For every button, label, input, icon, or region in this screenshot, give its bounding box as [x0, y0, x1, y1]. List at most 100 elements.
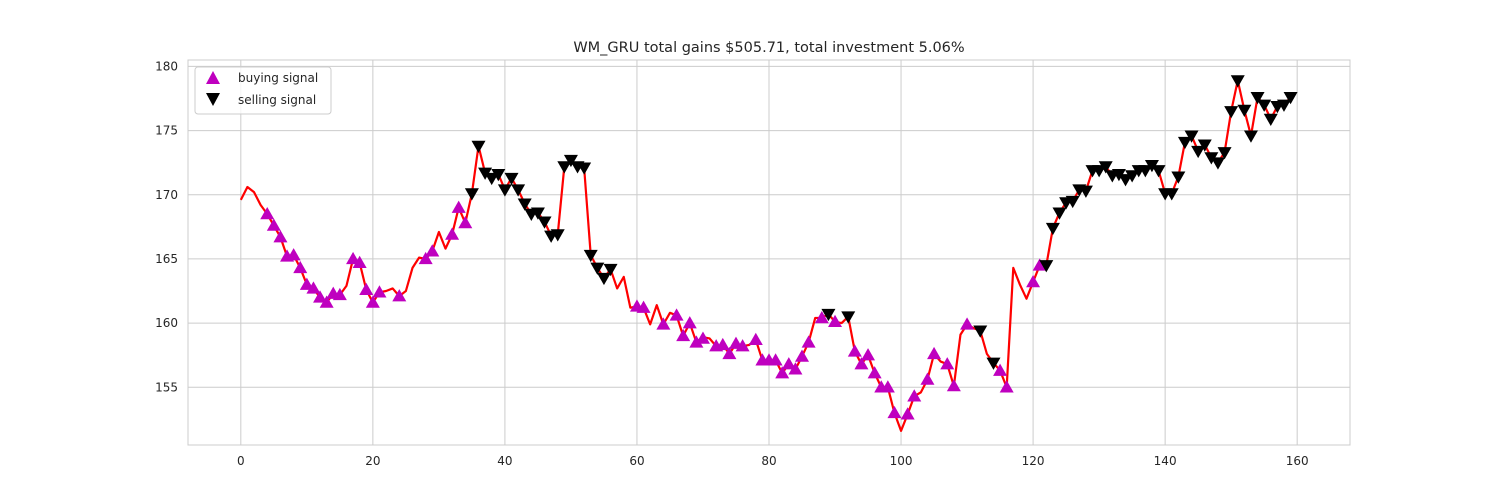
x-tick-label: 0 [237, 454, 245, 468]
sell-signal-marker [583, 249, 598, 263]
sell-signal-marker [590, 262, 605, 275]
x-tick-label: 160 [1286, 454, 1309, 468]
buy-signal-marker [689, 335, 704, 348]
sell-signal-marker [1039, 260, 1054, 273]
sell-signal-marker [973, 325, 988, 338]
buy-signal-marker [352, 255, 367, 269]
buy-signal-marker [795, 349, 810, 362]
sell-signal-marker [1217, 147, 1232, 160]
buy-signal-marker [266, 218, 281, 231]
buy-signal-marker [814, 310, 829, 324]
markers-layer [260, 75, 1298, 420]
buy-signal-marker [735, 339, 750, 352]
buy-signal-marker [847, 344, 862, 357]
sell-signal-marker [1118, 174, 1133, 187]
buy-signal-marker [722, 346, 737, 360]
sell-signal-marker [1164, 188, 1179, 201]
buy-signal-marker [828, 314, 843, 328]
sell-signal-marker [1151, 165, 1166, 178]
sell-signal-marker [497, 184, 512, 197]
x-tick-label: 100 [890, 454, 913, 468]
sell-signal-marker [511, 184, 526, 197]
x-tick-label: 80 [761, 454, 776, 468]
sell-signal-marker [491, 168, 506, 182]
sell-signal-marker [504, 172, 519, 186]
buy-signal-marker [445, 227, 460, 240]
buy-signal-marker [715, 337, 730, 351]
buy-signal-marker [867, 366, 882, 379]
legend-sell-label: selling signal [238, 93, 316, 107]
y-tick-label: 170 [155, 188, 178, 202]
buy-signal-marker [372, 285, 387, 298]
x-tick-label: 120 [1022, 454, 1045, 468]
sell-signal-marker [577, 162, 592, 175]
sell-signal-marker [1052, 207, 1067, 220]
y-tick-label: 165 [155, 252, 178, 266]
buy-signal-marker [332, 287, 347, 301]
sell-signal-marker [1243, 130, 1258, 143]
buy-signal-marker [775, 366, 790, 379]
buy-signal-marker [801, 335, 816, 348]
sell-signal-marker [484, 172, 499, 186]
buy-signal-marker [788, 362, 803, 375]
y-tick-label: 175 [155, 124, 178, 138]
sell-signal-marker [1177, 136, 1192, 150]
buy-signal-marker [861, 348, 876, 361]
buy-signal-marker [993, 363, 1008, 376]
sell-signal-marker [557, 161, 572, 174]
sell-signal-marker [1171, 171, 1186, 184]
buy-signal-marker [907, 389, 922, 402]
legend-box [194, 66, 332, 115]
sell-signal-marker [1283, 91, 1298, 105]
sell-signal-marker [464, 188, 479, 201]
buy-signal-marker [656, 317, 671, 330]
buy-signal-marker [900, 407, 915, 420]
y-tick-label: 160 [155, 316, 178, 330]
buy-signal-marker [999, 380, 1014, 393]
sell-signal-marker [1263, 113, 1278, 127]
sell-signal-marker [1144, 159, 1159, 173]
buy-signal-marker [682, 316, 697, 329]
buy-signal-marker [313, 290, 328, 303]
y-tick-label: 180 [155, 59, 178, 73]
sell-signal-marker [1204, 152, 1219, 165]
y-tick-label: 155 [155, 380, 178, 394]
buy-signal-marker [887, 405, 902, 419]
buy-signal-marker [346, 251, 361, 265]
buy-signal-marker [273, 230, 288, 243]
x-tick-label: 40 [497, 454, 512, 468]
buy-signal-marker [260, 207, 275, 220]
sell-signal-marker [563, 154, 578, 168]
buy-signal-marker [319, 295, 334, 308]
sell-signal-marker [517, 198, 532, 211]
buy-signal-marker [695, 331, 710, 344]
sell-signal-marker [1065, 195, 1080, 209]
grid [188, 60, 1350, 445]
sell-signal-marker [821, 308, 836, 322]
sell-signal-marker [530, 207, 545, 220]
sell-signal-marker [1184, 130, 1199, 143]
sell-signal-marker [1078, 185, 1093, 198]
buy-signal-marker [418, 251, 433, 265]
x-tick-label: 60 [629, 454, 644, 468]
sell-signal-marker [986, 357, 1001, 370]
x-tick-label: 140 [1154, 454, 1177, 468]
buy-signal-marker [458, 215, 473, 229]
buy-signal-marker [960, 317, 975, 330]
buy-signal-marker [676, 328, 691, 342]
buy-signal-marker [768, 353, 783, 366]
buy-signal-marker [636, 300, 651, 313]
plot-frame [187, 59, 1351, 446]
sell-signal-marker [537, 216, 552, 229]
buy-signal-marker [748, 332, 763, 346]
sell-signal-marker [1045, 222, 1060, 236]
sell-signal-marker [1197, 139, 1212, 152]
buy-signal-marker [306, 281, 321, 294]
legend-buy-marker-icon [206, 71, 220, 84]
buy-signal-marker [880, 380, 895, 393]
buy-signal-marker [451, 200, 466, 213]
buy-signal-marker [392, 289, 407, 302]
chart-title: WM_GRU total gains $505.71, total invest… [573, 40, 964, 56]
sell-signal-marker [1138, 165, 1153, 178]
